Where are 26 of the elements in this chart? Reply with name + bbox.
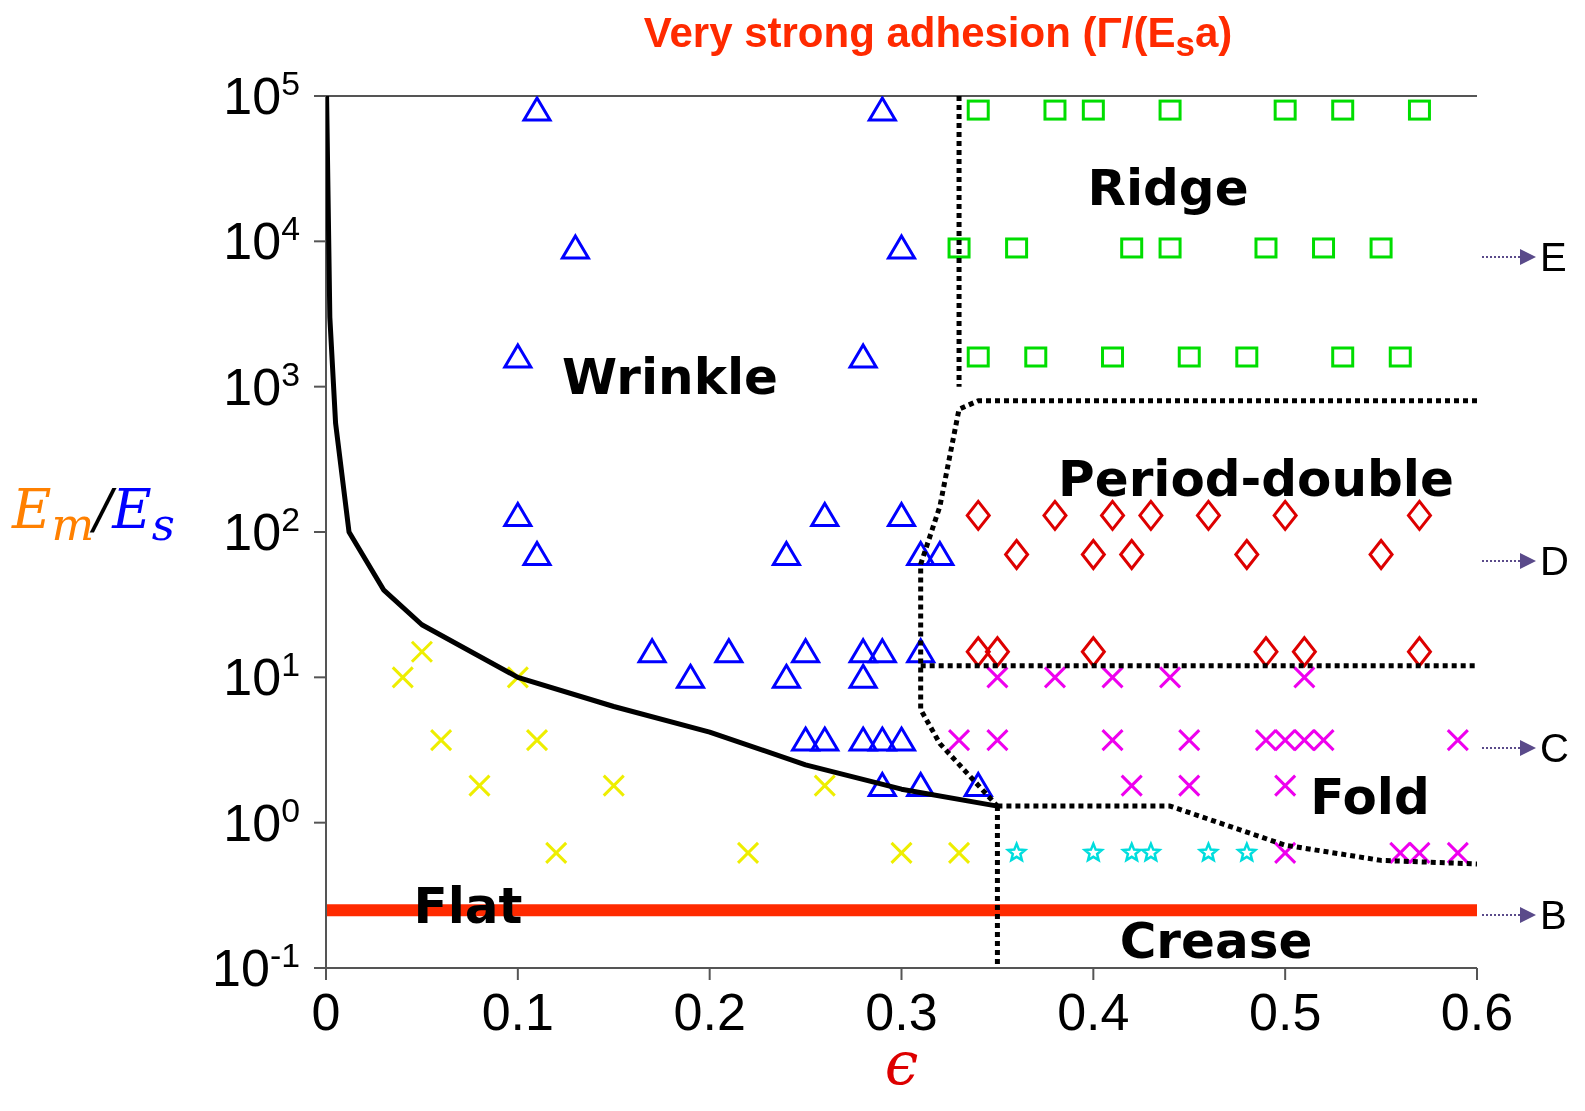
annotation: Period-double	[1058, 450, 1454, 508]
y-tick-label: 10$^{2}$	[223, 500, 300, 561]
y-tick-label: 10$^{3}$	[223, 354, 300, 416]
annotation: Flat	[413, 877, 523, 935]
chart-title: Very strong adhesion (Γ/(E$_{s}$a)	[642, 8, 1234, 66]
annotation: Fold	[1310, 768, 1430, 826]
annotation: Ridge	[1087, 159, 1249, 217]
text: B	[1540, 893, 1567, 937]
x-tick-label: 0	[311, 983, 341, 1041]
x-tick-label: 0.6	[1440, 983, 1514, 1041]
y-tick-label: 10$^{1}$	[223, 645, 300, 707]
y-tick-label: 10$^{-1}$	[212, 936, 300, 997]
x-tick-label: 0.2	[673, 983, 746, 1041]
y-tick-label: 10$^{5}$	[223, 64, 300, 125]
x-tick-label: 0.4	[1057, 983, 1130, 1041]
annotation: Crease	[1119, 912, 1313, 970]
text: C	[1540, 726, 1569, 770]
x-tick-label: 0.3	[865, 983, 938, 1041]
x-tick-label: 0.1	[481, 983, 554, 1041]
y-tick-label: 10$^{0}$	[223, 790, 300, 852]
text: D	[1540, 539, 1569, 583]
y-tick-label: 10$^{4}$	[223, 209, 300, 271]
x-tick-label: 0.5	[1249, 983, 1322, 1041]
annotation: Wrinkle	[562, 348, 778, 406]
text: E	[1540, 235, 1567, 279]
y-axis-title: E$_{m}$/E$_{s}$	[12, 478, 175, 551]
